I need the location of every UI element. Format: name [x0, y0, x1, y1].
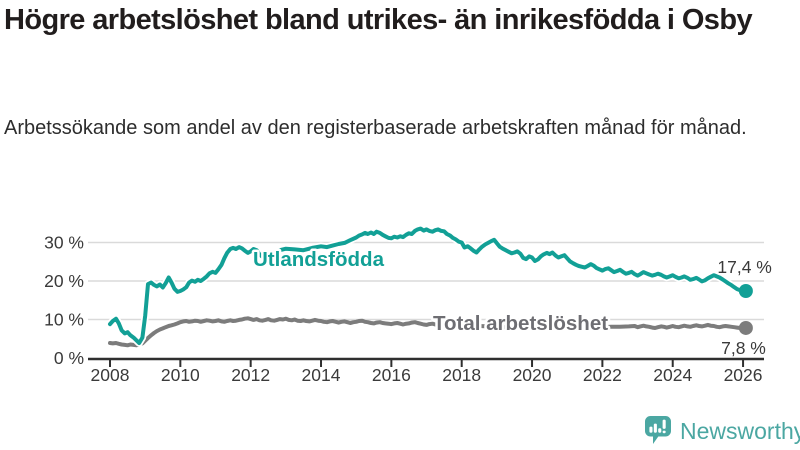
x-tick-label: 2024 — [653, 365, 692, 385]
page-title: Högre arbetslöshet bland utrikes- än inr… — [4, 4, 753, 36]
x-tick-label: 2026 — [724, 365, 763, 385]
x-tick-label: 2014 — [302, 365, 341, 385]
end-dot — [738, 284, 753, 299]
y-tick-label: 0 % — [54, 348, 84, 368]
y-tick-label: 10 % — [44, 310, 84, 330]
series-label-utlandsfodda: Utlandsfödda — [253, 248, 385, 271]
x-tick-label: 2008 — [91, 365, 130, 385]
x-tick-label: 2016 — [372, 365, 411, 385]
x-tick-label: 2022 — [583, 365, 622, 385]
y-tick-label: 20 % — [44, 271, 84, 291]
end-dot — [738, 320, 753, 335]
end-value-label: 17,4 % — [717, 257, 771, 277]
line-chart: 2008 2010 2012 2014 2016 2018 2020 2022 2024 2026… — [44, 224, 772, 385]
series-line-utlandsfodda — [108, 226, 748, 345]
bar-chart-speech-bubble-icon — [645, 416, 671, 444]
brand-wordmark: Newsworthy — [680, 418, 800, 444]
y-tick-label: 30 % — [44, 233, 84, 253]
series-line-total — [108, 316, 748, 348]
end-value-label: 7,8 % — [721, 338, 766, 358]
x-tick-label: 2018 — [442, 365, 481, 385]
chart-subtitle: Arbetssökande som andel av den registerb… — [4, 117, 747, 139]
x-tick-label: 2012 — [231, 365, 270, 385]
newsworthy-logo: Newsworthy — [645, 416, 800, 447]
x-tick-label: 2020 — [513, 365, 552, 385]
series-label-total: Total arbetslöshet — [433, 312, 608, 335]
x-tick-label: 2010 — [161, 365, 200, 385]
